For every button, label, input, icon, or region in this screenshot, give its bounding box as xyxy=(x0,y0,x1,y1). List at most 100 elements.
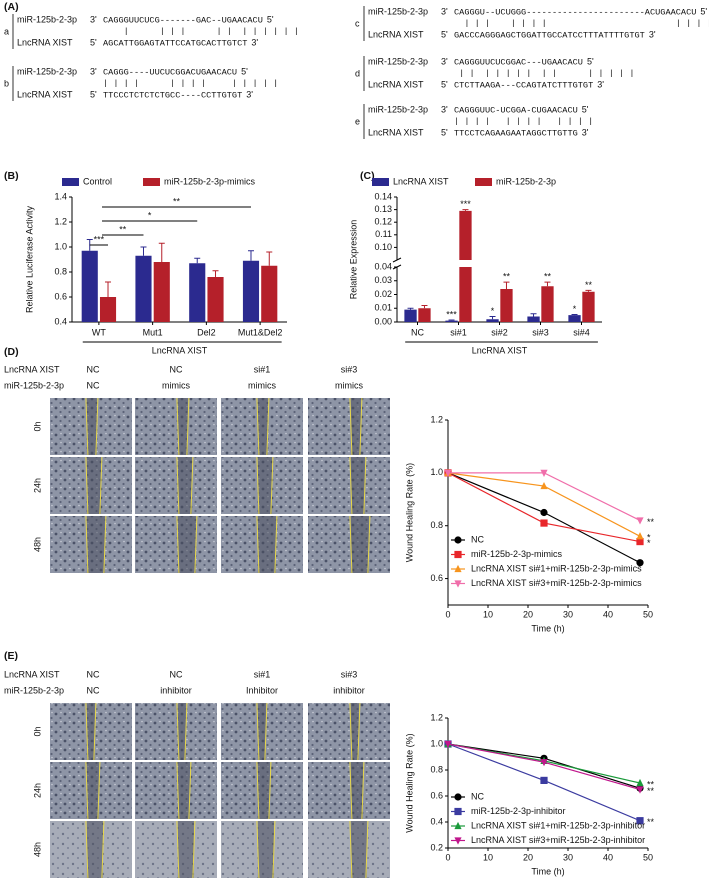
x-tick-label: NC xyxy=(411,327,424,337)
y-tick-label: 0.6 xyxy=(430,573,443,583)
x-tick-label: 10 xyxy=(483,609,493,619)
micrograph xyxy=(308,398,390,455)
micrograph xyxy=(308,821,390,878)
x-axis-title: Time (h) xyxy=(531,623,564,633)
significance: ** xyxy=(503,272,511,282)
wound-edge xyxy=(176,515,180,574)
y-axis-title: Wound Healing Rate (%) xyxy=(404,463,414,562)
row-header: miR-125b-2-3p xyxy=(4,380,64,390)
x-tick-label: Del2 xyxy=(197,327,216,337)
wound-edge xyxy=(272,820,276,879)
base-pairs: | | | | | | | | | | | | | | xyxy=(454,68,635,78)
column-header: si#1 xyxy=(254,669,271,679)
marker xyxy=(636,786,644,794)
base-pairs: | | | | | | | | | | | | xyxy=(103,26,299,36)
bar xyxy=(527,316,540,322)
error-bar xyxy=(462,209,469,211)
scratch-gap xyxy=(350,821,367,878)
wound-edge xyxy=(264,702,268,761)
scratch-gap xyxy=(177,516,196,573)
bar xyxy=(207,277,224,322)
x-tick-label: si#2 xyxy=(491,327,508,337)
wound-edge xyxy=(357,702,361,761)
scratch-gap xyxy=(86,762,99,819)
scratch-gap xyxy=(257,516,276,573)
micrograph xyxy=(308,516,390,573)
panel-label: (A) xyxy=(4,1,19,13)
y-tick-label: 0.8 xyxy=(430,764,443,774)
marker xyxy=(636,532,644,540)
legend-swatch xyxy=(143,178,160,186)
marker xyxy=(540,519,548,527)
legend-label: LncRNA XIST si#1+miR-125b-2-3p-inhibitor xyxy=(471,820,645,830)
scratch-gap xyxy=(86,703,95,760)
x-tick-label: 0 xyxy=(445,609,450,619)
bar xyxy=(418,308,431,322)
lnc-end: 5' xyxy=(441,79,448,89)
column-header: NC xyxy=(87,380,100,390)
y-tick-label: 1.2 xyxy=(430,414,443,424)
x-axis-title: LncRNA XIST xyxy=(152,345,208,355)
wound-edge xyxy=(192,820,196,879)
bracket-label: ** xyxy=(119,224,127,234)
bar xyxy=(404,309,417,322)
significance: *** xyxy=(446,309,457,319)
axis-break xyxy=(392,257,402,263)
row-header: LncRNA XIST xyxy=(4,364,60,374)
scratch-gap xyxy=(257,762,270,819)
wound-edge xyxy=(85,761,89,820)
scratch-gap xyxy=(86,821,103,878)
legend-marker xyxy=(454,821,462,830)
item-letter: a xyxy=(4,26,9,36)
wound-edge xyxy=(349,515,353,574)
column-header: NC xyxy=(87,364,100,374)
bar xyxy=(500,289,513,322)
legend-marker xyxy=(454,807,462,816)
y-tick-label: 1.0 xyxy=(430,467,443,477)
wound-edge xyxy=(176,761,180,820)
error-bar xyxy=(247,250,254,261)
mirna-sequence: CAGGG----UUCUCGGACUGAACACU xyxy=(103,67,237,77)
scratch-gap xyxy=(350,703,359,760)
wound-edge xyxy=(363,456,367,515)
scratch-gap xyxy=(177,762,190,819)
wound-edge xyxy=(274,515,278,574)
marker xyxy=(540,481,548,490)
column-header: si#3 xyxy=(341,669,358,679)
row-header: miR-125b-2-3p xyxy=(4,685,64,695)
bar xyxy=(99,297,117,322)
marker xyxy=(540,759,548,767)
legend-marker xyxy=(454,837,462,845)
x-tick-label: 50 xyxy=(643,609,653,619)
mirna-end: 3' xyxy=(90,14,97,24)
significance: ** xyxy=(647,517,655,527)
wound-edge xyxy=(256,761,260,820)
x-tick-label: 10 xyxy=(483,852,493,862)
wound-edge xyxy=(176,702,180,761)
lnc-sequence: AGCATTGGAGTATTCCATGCACTTGTCT xyxy=(103,38,247,48)
column-header: inhibitor xyxy=(160,685,192,695)
error-bar xyxy=(194,257,201,264)
legend-label: LncRNA XIST si#3+miR-125b-2-3p-mimics xyxy=(471,578,642,588)
wound-edge xyxy=(85,397,89,456)
legend-marker xyxy=(454,550,462,559)
wound-edge xyxy=(103,515,107,574)
wound-edge xyxy=(365,820,369,879)
wound-edge xyxy=(361,761,365,820)
micrograph xyxy=(135,516,217,573)
wound-edge xyxy=(188,761,192,820)
column-header: NC xyxy=(170,669,183,679)
error-bar xyxy=(448,319,455,321)
error-bar xyxy=(530,313,537,317)
column-header: mimics xyxy=(162,380,190,390)
scratch-gap xyxy=(177,821,194,878)
legend-label: miR-125b-2-3p-inhibitor xyxy=(471,806,566,816)
bar xyxy=(81,250,98,322)
legend-label: LncRNA XIST xyxy=(393,176,449,186)
wound-edge xyxy=(349,702,353,761)
legend-label: miR-125b-2-3p-mimics xyxy=(164,176,256,186)
marker xyxy=(444,740,452,749)
significance: * xyxy=(647,538,651,548)
legend-marker xyxy=(454,793,462,801)
scratch-gap xyxy=(257,457,272,514)
